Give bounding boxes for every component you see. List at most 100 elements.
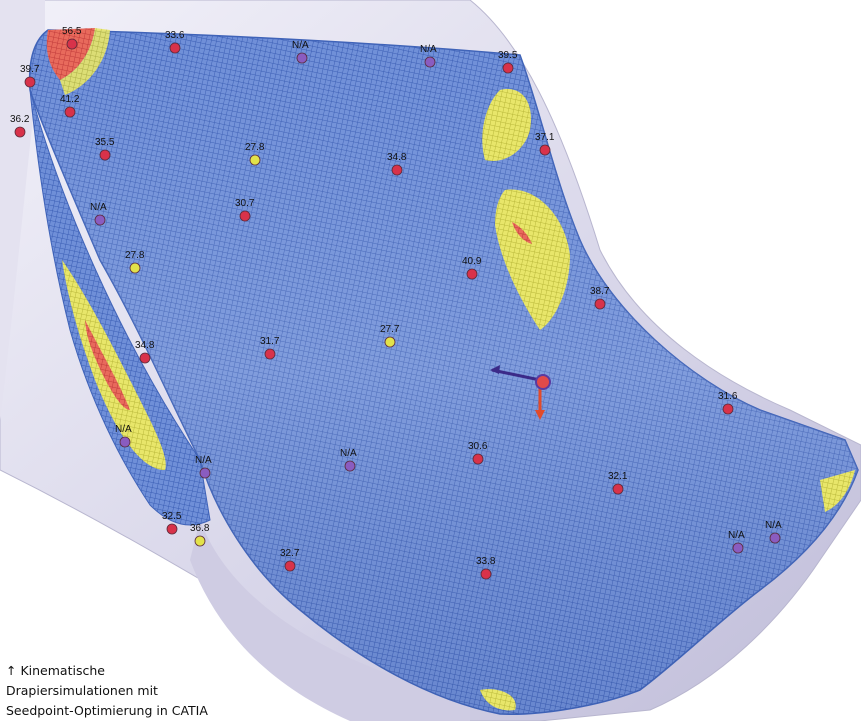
measurement-marker[interactable]: 37.1 bbox=[535, 132, 555, 156]
measurement-marker[interactable]: 32.1 bbox=[608, 471, 628, 495]
measurement-marker[interactable]: N/A bbox=[195, 455, 212, 479]
zone-yellow-top-left bbox=[60, 28, 110, 95]
marker-label: 35.5 bbox=[95, 137, 115, 148]
marker-dot bbox=[129, 262, 141, 274]
measurement-marker[interactable]: 32.7 bbox=[280, 548, 300, 572]
measurement-marker[interactable]: 30.7 bbox=[235, 198, 255, 222]
marker-label: 32.7 bbox=[280, 548, 300, 559]
marker-dot bbox=[472, 453, 484, 465]
measurement-marker[interactable]: 40.9 bbox=[462, 256, 482, 280]
marker-dot bbox=[502, 62, 514, 74]
measurement-marker[interactable]: 31.6 bbox=[718, 391, 738, 415]
seedpoint-axes bbox=[490, 365, 551, 420]
marker-label: N/A bbox=[115, 424, 132, 435]
marker-dot bbox=[296, 52, 308, 64]
measurement-marker[interactable]: 27.8 bbox=[125, 250, 145, 274]
measurement-marker[interactable]: N/A bbox=[420, 44, 437, 68]
marker-label: 34.8 bbox=[387, 152, 407, 163]
measurement-marker[interactable]: 34.8 bbox=[135, 340, 155, 364]
marker-dot bbox=[169, 42, 181, 54]
marker-dot bbox=[64, 106, 76, 118]
marker-label: 37.1 bbox=[535, 132, 555, 143]
measurement-marker[interactable]: 33.8 bbox=[476, 556, 496, 580]
measurement-marker[interactable]: 41.2 bbox=[60, 94, 80, 118]
caption-arrow: ↑ bbox=[6, 663, 17, 678]
marker-label: 27.7 bbox=[380, 324, 400, 335]
zone-red-top-left bbox=[46, 28, 95, 80]
zone-red-right-mid bbox=[512, 222, 532, 244]
measurement-marker[interactable]: 32.5 bbox=[162, 511, 182, 535]
marker-dot bbox=[424, 56, 436, 68]
marker-label: 32.1 bbox=[608, 471, 628, 482]
zone-yellow-bottom bbox=[480, 689, 516, 711]
measurement-marker[interactable]: 33.6 bbox=[165, 30, 185, 54]
measurement-marker[interactable]: N/A bbox=[728, 530, 745, 554]
marker-label: N/A bbox=[765, 520, 782, 531]
marker-dot bbox=[539, 144, 551, 156]
marker-label: 39.7 bbox=[20, 64, 40, 75]
marker-label: 32.5 bbox=[162, 511, 182, 522]
measurement-marker[interactable]: 27.8 bbox=[245, 142, 265, 166]
measurement-marker[interactable]: N/A bbox=[115, 424, 132, 448]
marker-label: 30.7 bbox=[235, 198, 255, 209]
measurement-marker[interactable]: 30.6 bbox=[468, 441, 488, 465]
marker-label: 56.5 bbox=[62, 26, 82, 37]
measurement-marker[interactable]: 36.8 bbox=[190, 523, 210, 547]
measurement-marker[interactable]: 31.7 bbox=[260, 336, 280, 360]
measurement-marker[interactable]: 36.2 bbox=[10, 114, 30, 138]
marker-dot bbox=[119, 436, 131, 448]
marker-dot bbox=[480, 568, 492, 580]
marker-label: N/A bbox=[195, 455, 212, 466]
measurement-marker[interactable]: 34.8 bbox=[387, 152, 407, 176]
marker-dot bbox=[199, 467, 211, 479]
marker-dot bbox=[391, 164, 403, 176]
marker-dot bbox=[264, 348, 276, 360]
marker-label: 36.8 bbox=[190, 523, 210, 534]
zone-yellow-right-edge bbox=[820, 470, 855, 512]
marker-label: 33.8 bbox=[476, 556, 496, 567]
marker-dot bbox=[344, 460, 356, 472]
zone-yellow-right-upper bbox=[482, 89, 531, 161]
measurement-marker[interactable]: N/A bbox=[90, 202, 107, 226]
marker-label: 31.6 bbox=[718, 391, 738, 402]
marker-dot bbox=[239, 210, 251, 222]
measurement-marker[interactable]: 27.7 bbox=[380, 324, 400, 348]
marker-dot bbox=[732, 542, 744, 554]
marker-dot bbox=[24, 76, 36, 88]
marker-dot bbox=[14, 126, 26, 138]
zone-red-left bbox=[85, 320, 130, 410]
measurement-marker[interactable]: 39.5 bbox=[498, 50, 518, 74]
caption-line-3: Seedpoint-Optimierung in CATIA bbox=[6, 703, 208, 718]
marker-label: N/A bbox=[420, 44, 437, 55]
marker-dot bbox=[284, 560, 296, 572]
zone-yellow-left bbox=[62, 260, 166, 470]
measurement-marker[interactable]: 39.7 bbox=[20, 64, 40, 88]
marker-label: 27.8 bbox=[245, 142, 265, 153]
marker-label: N/A bbox=[90, 202, 107, 213]
caption-line-2: Drapiersimulationen mit bbox=[6, 683, 158, 698]
tool-fillet bbox=[190, 520, 470, 721]
marker-dot bbox=[66, 38, 78, 50]
marker-label: 34.8 bbox=[135, 340, 155, 351]
marker-dot bbox=[594, 298, 606, 310]
marker-dot bbox=[249, 154, 261, 166]
measurement-marker[interactable]: 56.5 bbox=[62, 26, 82, 50]
fabric-left-flap bbox=[29, 89, 211, 526]
measurement-marker[interactable]: N/A bbox=[340, 448, 357, 472]
measurement-marker[interactable]: N/A bbox=[765, 520, 782, 544]
measurement-marker[interactable]: 35.5 bbox=[95, 137, 115, 161]
marker-dot bbox=[194, 535, 206, 547]
marker-label: 33.6 bbox=[165, 30, 185, 41]
measurement-marker[interactable]: N/A bbox=[292, 40, 309, 64]
marker-dot bbox=[139, 352, 151, 364]
marker-dot bbox=[722, 403, 734, 415]
marker-label: 39.5 bbox=[498, 50, 518, 61]
marker-label: 27.8 bbox=[125, 250, 145, 261]
marker-dot bbox=[769, 532, 781, 544]
measurement-marker[interactable]: 38.7 bbox=[590, 286, 610, 310]
marker-label: N/A bbox=[340, 448, 357, 459]
marker-label: N/A bbox=[292, 40, 309, 51]
measurement-markers: 56.5 33.6 N/A N/A 39.5 39.7 41.2 36.2 35.5 27.8 34… bbox=[10, 26, 782, 580]
